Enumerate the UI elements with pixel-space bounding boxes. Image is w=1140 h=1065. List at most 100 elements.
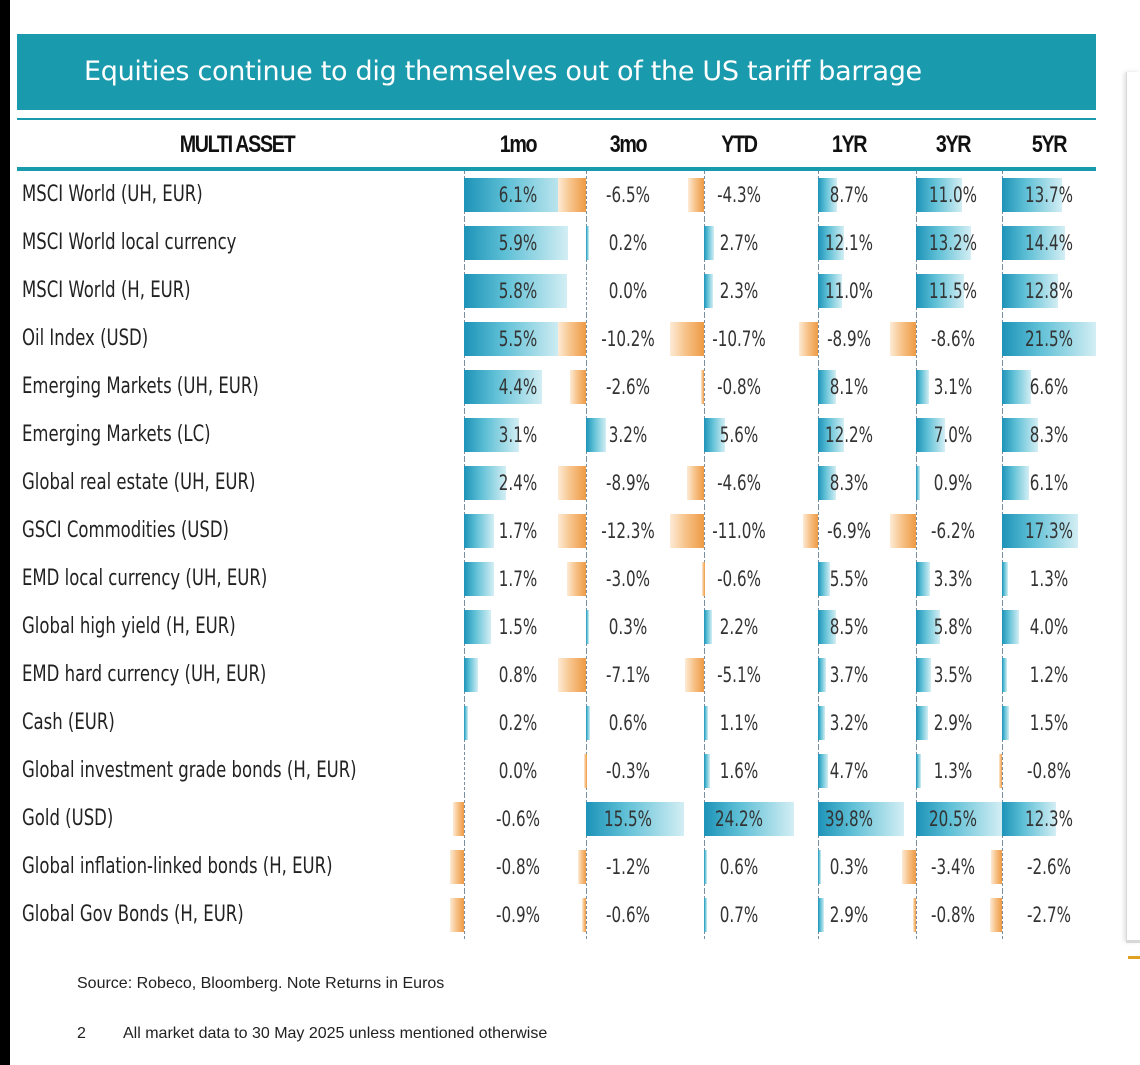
return-cell: 0.7% (684, 891, 794, 939)
table-row: Emerging Markets (UH, EUR) 4.4% -2.6% -0.8%… (17, 363, 1096, 411)
asset-name: Global Gov Bonds (H, EUR) (22, 902, 244, 927)
return-value: 1.5% (498, 615, 538, 639)
positive-return-bar (916, 418, 945, 452)
positive-return-bar (818, 754, 828, 788)
return-value: 8.3% (829, 471, 869, 495)
return-cell: -0.8% (684, 363, 794, 411)
return-cell: 1.5% (464, 603, 572, 651)
positive-return-bar (464, 466, 506, 500)
return-value: 12.8% (1024, 279, 1074, 303)
return-value: 6.6% (1029, 375, 1069, 399)
negative-return-bar (558, 658, 586, 692)
table-row: MSCI World (UH, EUR) 6.1% -6.5% -4.3% 8.7% 11… (17, 171, 1096, 219)
return-value: 8.7% (829, 183, 869, 207)
return-value: -8.9% (606, 471, 650, 495)
return-value: 2.9% (829, 903, 869, 927)
return-cell: 5.9% (464, 219, 572, 267)
return-value: 3.5% (933, 663, 973, 687)
return-cell: 1.3% (1002, 555, 1096, 603)
negative-return-bar (799, 322, 818, 356)
positive-return-bar (818, 274, 842, 308)
return-cell: 0.0% (464, 747, 572, 795)
positive-return-bar (1002, 562, 1008, 596)
table-row: GSCI Commodities (USD) 1.7% -12.3% -11.0% -6… (17, 507, 1096, 555)
return-cell: 0.6% (684, 843, 794, 891)
negative-return-bar (913, 898, 916, 932)
return-value: -12.3% (601, 519, 655, 543)
return-cell: 5.8% (904, 603, 1002, 651)
return-cell: 2.9% (904, 699, 1002, 747)
negative-return-bar (558, 514, 586, 548)
page-footer: 2 All market data to 30 May 2025 unless m… (77, 1025, 547, 1043)
return-cell: 3.2% (794, 699, 904, 747)
header-rule (17, 167, 1096, 171)
positive-return-bar (464, 274, 567, 308)
positive-return-bar (818, 178, 837, 212)
return-value: 5.8% (933, 615, 973, 639)
asset-name: Emerging Markets (LC) (22, 422, 211, 447)
positive-return-bar (818, 226, 844, 260)
positive-return-bar (818, 466, 836, 500)
return-value: 4.7% (829, 759, 869, 783)
asset-name: Global investment grade bonds (H, EUR) (22, 758, 357, 783)
return-cell: 20.5% (904, 795, 1002, 843)
return-value: -6.9% (827, 519, 871, 543)
return-value: 5.5% (829, 567, 869, 591)
left-edge-bar (0, 0, 10, 1065)
return-cell: 8.7% (794, 171, 904, 219)
zero-axis-line (916, 843, 917, 891)
return-value: -3.4% (931, 855, 975, 879)
return-cell: -6.2% (890, 507, 1002, 555)
return-value: 3.1% (498, 423, 538, 447)
return-cell: 24.2% (684, 795, 794, 843)
return-cell: -11.0% (670, 507, 794, 555)
table-row: Global real estate (UH, EUR) 2.4% -8.9% -4.… (17, 459, 1096, 507)
return-value: -0.8% (1027, 759, 1071, 783)
return-value: 21.5% (1024, 327, 1074, 351)
table-row: EMD local currency (UH, EUR) 1.7% -3.0% -0.… (17, 555, 1096, 603)
return-value: 7.0% (933, 423, 973, 447)
return-cell: 0.3% (794, 843, 904, 891)
zero-axis-line (464, 795, 465, 843)
positive-return-bar (1002, 178, 1062, 212)
negative-return-bar (902, 850, 916, 884)
return-cell: 0.2% (572, 219, 684, 267)
return-value: -2.6% (1027, 855, 1071, 879)
negative-return-bar (584, 754, 587, 788)
return-cell: -0.8% (904, 891, 1002, 939)
return-cell: -2.7% (990, 891, 1096, 939)
return-cell: 1.6% (684, 747, 794, 795)
return-value: 5.5% (498, 327, 538, 351)
return-value: 0.2% (498, 711, 538, 735)
return-cell: 1.5% (1002, 699, 1096, 747)
return-cell: -0.6% (453, 795, 572, 843)
return-cell: -0.9% (450, 891, 572, 939)
positive-return-bar (704, 802, 794, 836)
negative-return-bar (701, 370, 704, 404)
positive-return-bar (586, 226, 589, 260)
zero-axis-line (704, 363, 705, 411)
negative-return-bar (578, 850, 586, 884)
zero-axis-line (704, 651, 705, 699)
return-cell: 12.8% (1002, 267, 1096, 315)
returns-table: MULTI ASSET 1mo 3mo YTD 1YR 3YR 5YR MSCI World… (17, 118, 1096, 944)
source-text: Robeco, Bloomberg. Note Returns in Euros (136, 975, 445, 992)
negative-return-bar (558, 178, 586, 212)
return-cell: -12.3% (558, 507, 684, 555)
return-cell: 39.8% (794, 795, 904, 843)
negative-return-bar (558, 322, 586, 356)
negative-return-bar (670, 514, 704, 548)
zero-axis-line (916, 315, 917, 363)
positive-return-bar (704, 898, 707, 932)
positive-return-bar (464, 178, 572, 212)
return-cell: 5.5% (794, 555, 904, 603)
positive-return-bar (916, 178, 962, 212)
negative-return-bar (450, 850, 464, 884)
table-row: Emerging Markets (LC) 3.1% 3.2% 5.6% 12.2% 7.… (17, 411, 1096, 459)
table-row: Global high yield (H, EUR) 1.5% 0.3% 2.2% 8.… (17, 603, 1096, 651)
positive-return-bar (464, 706, 468, 740)
negative-return-bar (803, 514, 818, 548)
return-cell: 2.2% (684, 603, 794, 651)
zero-axis-line (464, 747, 465, 795)
table-row: Global Gov Bonds (H, EUR) -0.9% -0.6% 0.7% 2… (17, 891, 1096, 939)
